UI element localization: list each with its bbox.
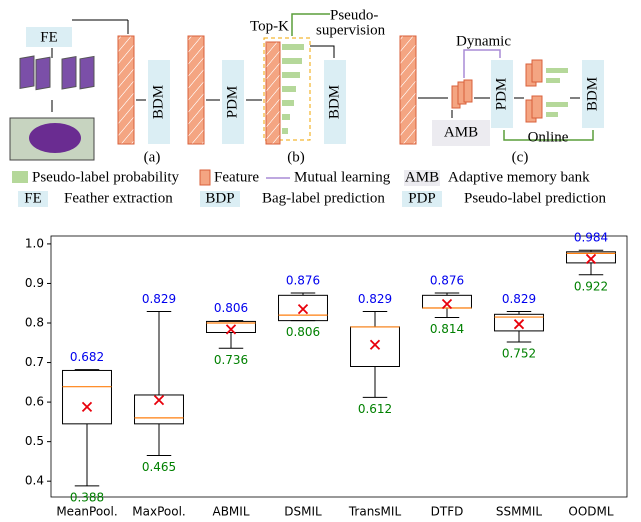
- sub-label: (c): [512, 149, 529, 165]
- mean-marker: [299, 305, 308, 314]
- legend-swatch: [200, 170, 210, 185]
- y-tick-label: 0.4: [25, 474, 44, 488]
- dynamic-text: Dynamic: [456, 33, 511, 49]
- max-label: 0.682: [70, 350, 104, 364]
- min-label: 0.465: [142, 460, 176, 474]
- amb-text: AMB: [444, 124, 478, 140]
- min-label: 0.388: [70, 490, 104, 504]
- max-label: 0.984: [574, 231, 608, 245]
- mean-marker: [155, 396, 164, 405]
- prob-bars: [546, 68, 568, 117]
- bdm-text: BDM: [150, 85, 166, 119]
- max-label: 0.876: [430, 273, 464, 287]
- diagram-legend: Pseudo-label probability Feature Mutual …: [12, 169, 607, 207]
- patches: [20, 56, 94, 90]
- arrow: [310, 46, 334, 58]
- min-label: 0.806: [286, 325, 320, 339]
- memory: [452, 80, 472, 108]
- x-tick-label: ABMIL: [212, 505, 249, 519]
- plot-frame: [51, 236, 627, 497]
- y-tick-label: 0.6: [25, 395, 44, 409]
- mean-marker: [371, 340, 380, 349]
- min-label: 0.814: [430, 322, 464, 336]
- max-label: 0.806: [214, 301, 248, 315]
- max-label: 0.829: [502, 292, 536, 306]
- figure: FE BDM (a) PDM Top-K Pseudo- supervision…: [0, 0, 641, 522]
- mean-marker: [83, 402, 92, 411]
- min-label: 0.612: [358, 402, 392, 416]
- max-label: 0.829: [142, 292, 176, 306]
- mean-marker: [515, 320, 524, 329]
- legend-key: FE: [24, 190, 42, 206]
- box: [423, 295, 472, 308]
- box-chart: 0.4 0.5 0.6 0.7 0.8 0.9 1.0 MeanPool. 0.682 0.388…: [25, 231, 627, 519]
- min-label: 0.736: [214, 353, 248, 367]
- legend-key: AMB: [405, 169, 439, 185]
- bdm-text: BDM: [584, 77, 600, 111]
- box: [351, 327, 400, 367]
- sub-label: (b): [287, 149, 305, 165]
- features: [526, 60, 542, 122]
- legend-text: Feature: [214, 169, 259, 185]
- legend-text: Mutual learning: [294, 169, 391, 185]
- bdm-text: BDM: [326, 85, 342, 119]
- topk-text: Top-K: [250, 18, 289, 34]
- x-tick-label: MeanPool.: [56, 505, 117, 519]
- x-tick-label: TransMIL: [348, 505, 402, 519]
- legend-text: Adaptive memory bank: [448, 169, 590, 185]
- box: [63, 370, 112, 423]
- online-text: Online: [528, 129, 569, 145]
- fe-text: FE: [40, 29, 58, 45]
- y-tick-label: 0.7: [25, 355, 44, 369]
- y-tick-label: 0.9: [25, 276, 44, 290]
- diagram: FE BDM (a) PDM Top-K Pseudo- supervision…: [10, 7, 607, 207]
- feature: [400, 36, 416, 144]
- legend-text: Pseudo-label prediction: [464, 190, 607, 206]
- legend-key: BDP: [205, 190, 234, 206]
- x-tick-label: SSMMIL: [496, 505, 542, 519]
- min-label: 0.922: [574, 279, 608, 293]
- x-tick-label: MaxPool.: [132, 505, 185, 519]
- y-tick-label: 0.8: [25, 316, 44, 330]
- pseudo-text: supervision: [316, 22, 386, 38]
- mean-marker: [443, 300, 452, 309]
- sub-label: (a): [144, 149, 161, 165]
- feature: [118, 36, 134, 144]
- legend-key: PDP: [408, 190, 436, 206]
- x-tick-label: DTFD: [431, 505, 464, 519]
- min-label: 0.752: [502, 346, 536, 360]
- legend-text: Pseudo-label probability: [32, 169, 180, 185]
- pseudo-text: Pseudo-: [330, 7, 378, 23]
- legend-text: Feather extraction: [64, 190, 173, 206]
- feature: [188, 36, 204, 144]
- x-tick-label: DSMIL: [284, 505, 322, 519]
- prob-bars: [282, 44, 304, 134]
- y-tick-label: 0.5: [25, 434, 44, 448]
- y-tick-label: 1.0: [25, 236, 44, 250]
- max-label: 0.876: [286, 273, 320, 287]
- x-tick-label: OODML: [568, 505, 613, 519]
- feature: [266, 42, 280, 144]
- pdm-text: PDM: [224, 86, 240, 119]
- legend-text: Bag-label prediction: [262, 190, 385, 206]
- tissue: [29, 123, 81, 153]
- mean-marker: [587, 254, 596, 263]
- pdm-text: PDM: [493, 78, 509, 111]
- max-label: 0.829: [358, 292, 392, 306]
- legend-swatch: [12, 171, 28, 183]
